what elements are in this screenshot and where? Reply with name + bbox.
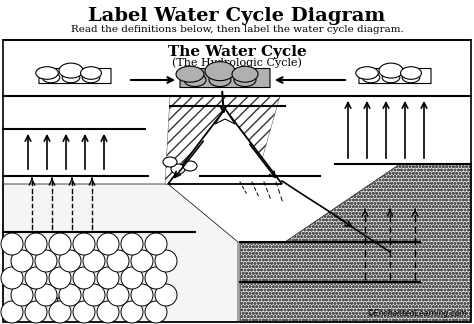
Circle shape — [1, 301, 23, 323]
FancyBboxPatch shape — [180, 68, 270, 87]
Ellipse shape — [42, 72, 60, 83]
Circle shape — [107, 284, 129, 306]
Ellipse shape — [82, 72, 100, 83]
Ellipse shape — [62, 72, 80, 83]
Circle shape — [49, 301, 71, 323]
Circle shape — [49, 267, 71, 289]
Polygon shape — [240, 164, 471, 322]
Ellipse shape — [402, 72, 420, 83]
Circle shape — [11, 284, 33, 306]
Text: Read the definitions below, then label the water cycle diagram.: Read the definitions below, then label t… — [71, 26, 403, 34]
Ellipse shape — [81, 67, 101, 79]
Ellipse shape — [36, 67, 58, 79]
Circle shape — [97, 301, 119, 323]
Ellipse shape — [205, 62, 235, 81]
Circle shape — [25, 301, 47, 323]
Circle shape — [1, 233, 23, 255]
Ellipse shape — [176, 66, 204, 82]
Text: The Water Cycle: The Water Cycle — [168, 45, 306, 59]
Circle shape — [49, 233, 71, 255]
Circle shape — [97, 233, 119, 255]
Circle shape — [155, 250, 177, 272]
Circle shape — [155, 284, 177, 306]
Circle shape — [73, 301, 95, 323]
Ellipse shape — [362, 72, 380, 83]
Ellipse shape — [232, 66, 258, 82]
Circle shape — [121, 267, 143, 289]
Circle shape — [25, 267, 47, 289]
Ellipse shape — [183, 161, 197, 171]
Ellipse shape — [234, 73, 256, 87]
Ellipse shape — [184, 73, 206, 87]
Text: ©EnchantedLearning.com: ©EnchantedLearning.com — [367, 309, 468, 318]
Ellipse shape — [163, 157, 177, 167]
Circle shape — [35, 284, 57, 306]
Ellipse shape — [59, 63, 83, 78]
Ellipse shape — [356, 67, 378, 79]
FancyBboxPatch shape — [359, 68, 431, 84]
Circle shape — [73, 233, 95, 255]
Circle shape — [107, 250, 129, 272]
Text: Trees: Trees — [40, 294, 70, 304]
Text: Label Water Cycle Diagram: Label Water Cycle Diagram — [88, 7, 386, 25]
Circle shape — [83, 250, 105, 272]
Circle shape — [59, 250, 81, 272]
Polygon shape — [215, 109, 235, 124]
Circle shape — [131, 250, 153, 272]
Ellipse shape — [401, 67, 421, 79]
Text: (The Hydrologic Cycle): (The Hydrologic Cycle) — [172, 58, 302, 68]
Ellipse shape — [171, 164, 185, 174]
Ellipse shape — [379, 63, 403, 78]
Circle shape — [145, 267, 167, 289]
Circle shape — [131, 284, 153, 306]
Polygon shape — [3, 184, 238, 322]
FancyBboxPatch shape — [39, 68, 111, 84]
Circle shape — [121, 301, 143, 323]
Polygon shape — [165, 96, 280, 184]
Polygon shape — [168, 109, 282, 184]
Circle shape — [11, 250, 33, 272]
Circle shape — [73, 267, 95, 289]
Circle shape — [25, 233, 47, 255]
Circle shape — [121, 233, 143, 255]
Circle shape — [1, 267, 23, 289]
Circle shape — [35, 250, 57, 272]
Circle shape — [145, 233, 167, 255]
Circle shape — [83, 284, 105, 306]
Circle shape — [97, 267, 119, 289]
Ellipse shape — [209, 73, 231, 87]
Circle shape — [59, 284, 81, 306]
Bar — [3, 40, 471, 322]
Circle shape — [145, 301, 167, 323]
Ellipse shape — [382, 72, 400, 83]
